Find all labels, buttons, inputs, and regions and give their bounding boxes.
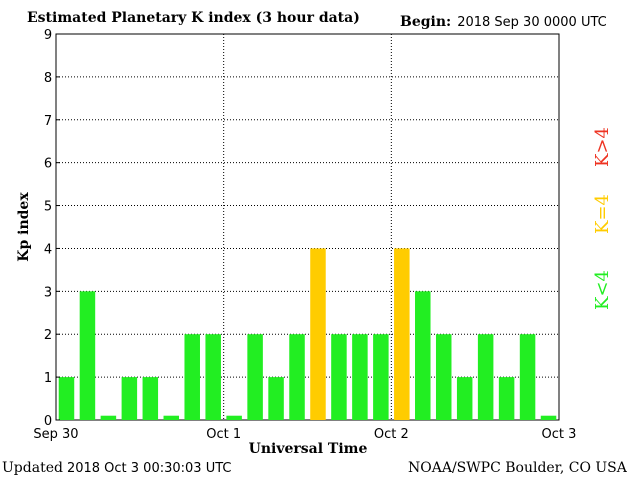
kp-bar <box>435 334 452 420</box>
kp-bar <box>268 377 284 420</box>
x-axis-label: Universal Time <box>249 441 368 457</box>
y-tick-label: 2 <box>44 328 52 343</box>
y-tick-label: 8 <box>44 71 52 86</box>
y-tick-label: 3 <box>44 285 52 300</box>
kp-bar <box>163 415 180 420</box>
legend-below: K<4 <box>592 270 613 310</box>
kp-bar <box>456 377 473 420</box>
y-tick-label: 4 <box>44 242 52 257</box>
updated-label: Updated <box>2 460 63 476</box>
kp-bar <box>394 248 410 420</box>
kp-bar <box>184 334 200 420</box>
y-tick-label: 7 <box>44 114 52 129</box>
credit-text: NOAA/SWPC Boulder, CO USA <box>408 460 627 476</box>
kp-bar <box>289 334 305 420</box>
x-tick-label: Sep 30 <box>33 427 78 442</box>
kp-bar <box>247 334 263 420</box>
kp-bar <box>121 377 138 420</box>
kp-bar <box>540 415 557 420</box>
y-tick-label: 1 <box>44 371 52 386</box>
y-tick-label: 0 <box>44 414 52 429</box>
y-tick-label: 6 <box>44 157 52 172</box>
x-tick-label: Oct 3 <box>542 427 577 442</box>
x-tick-label: Oct 2 <box>374 427 409 442</box>
kp-bar <box>373 334 389 420</box>
kp-bar <box>205 334 221 420</box>
grid-lines <box>56 34 559 420</box>
kp-bar <box>331 334 347 420</box>
kp-bar <box>498 377 515 420</box>
legend-above: K>4 <box>592 127 613 167</box>
y-tick-labels: 0 1 2 3 4 5 6 7 8 9 <box>44 28 60 429</box>
kp-bar <box>58 377 75 420</box>
y-axis-label: Kp index <box>16 192 32 262</box>
kp-bar <box>100 415 117 420</box>
kp-bar <box>477 334 494 420</box>
kp-bar <box>519 334 536 420</box>
plot-area <box>55 33 560 421</box>
begin-time: Begin: 2018 Sep 30 0000 UTC <box>400 14 607 30</box>
kp-bar <box>310 248 326 420</box>
x-tick-labels: Sep 30 Oct 1 Oct 2 Oct 3 <box>33 427 576 442</box>
begin-label: Begin: <box>400 14 452 30</box>
begin-value: 2018 Sep 30 0000 UTC <box>457 15 607 30</box>
kp-bar <box>415 291 431 420</box>
y-tick-label: 5 <box>44 200 52 215</box>
legend-equal: K=4 <box>592 194 613 234</box>
kp-bar <box>352 334 368 420</box>
kp-bar <box>142 377 159 420</box>
x-tick-label: Oct 1 <box>206 427 241 442</box>
bars <box>58 248 557 420</box>
chart-title: Estimated Planetary K index (3 hour data… <box>27 10 360 26</box>
kp-bar <box>226 415 242 420</box>
updated-timestamp: Updated 2018 Oct 3 00:30:03 UTC <box>2 460 231 476</box>
y-tick-label: 9 <box>44 28 52 43</box>
updated-value: 2018 Oct 3 00:30:03 UTC <box>66 461 232 476</box>
kp-bar <box>79 291 96 420</box>
